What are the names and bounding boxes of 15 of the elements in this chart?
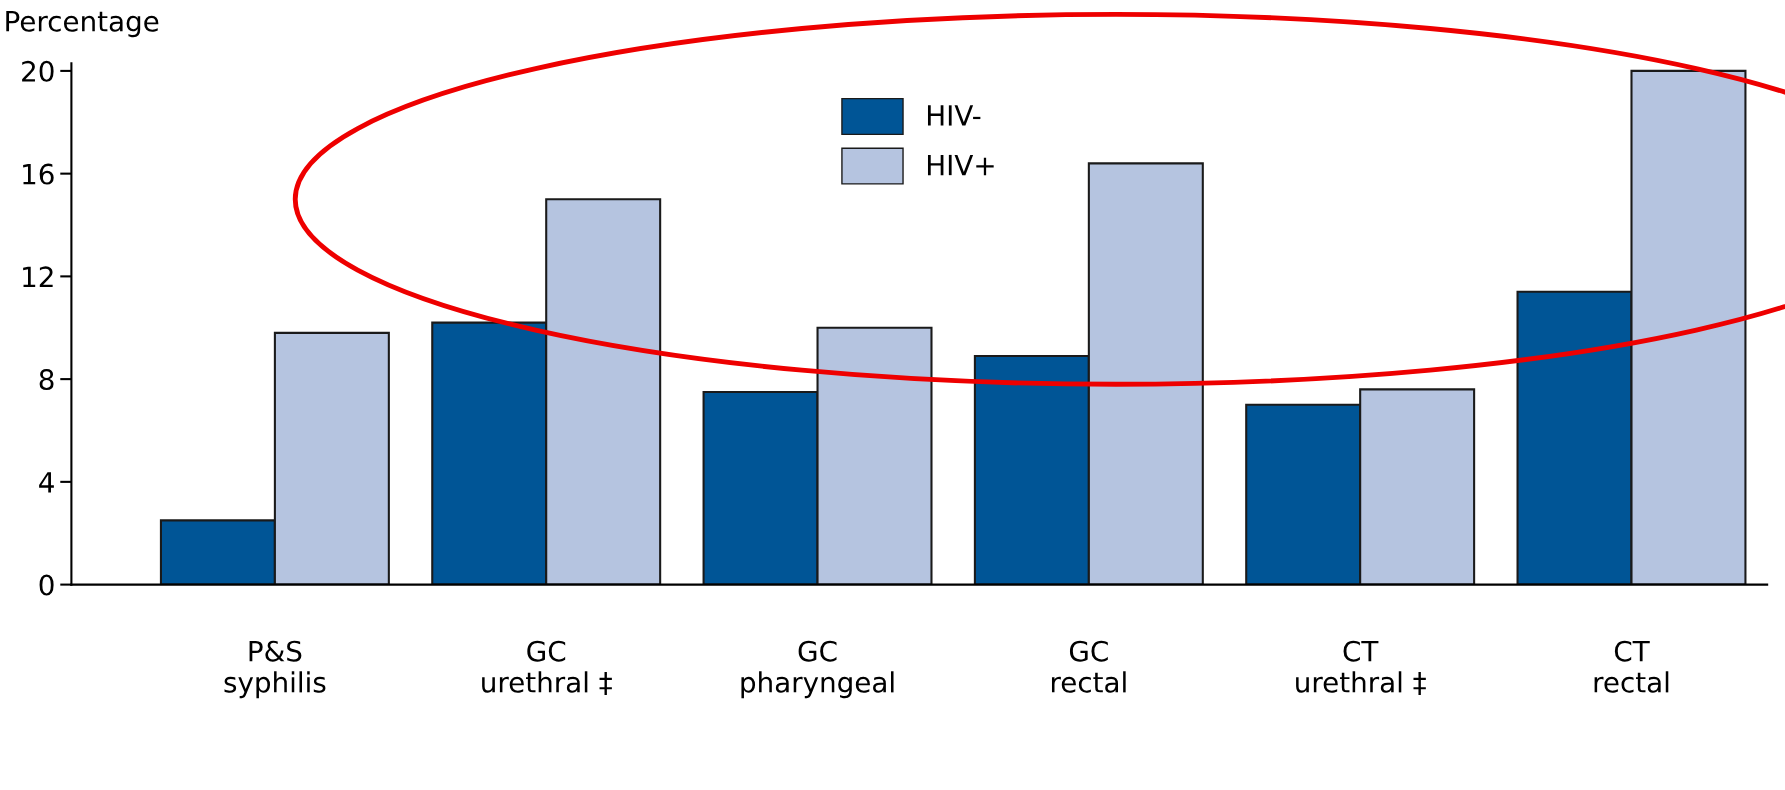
y-tick-label: 16	[23, 163, 54, 185]
y-tick-label: 8	[39, 369, 54, 391]
y-axis-title: Percentage	[6, 11, 159, 38]
y-tick-label: 12	[23, 266, 53, 287]
y-tick-label: 20	[22, 60, 54, 82]
x-tick-label: P&S syphilis	[224, 640, 326, 699]
y-tick-label: 4	[39, 472, 54, 493]
y-tick-label: 0	[39, 574, 54, 596]
legend-label: HIV+	[927, 154, 994, 176]
x-tick-label: CT urethral ‡	[1296, 640, 1426, 696]
x-tick-label: GC urethral ‡	[482, 640, 612, 696]
x-tick-label: CT rectal	[1594, 640, 1669, 693]
x-tick-label: GC pharyngeal	[741, 640, 894, 699]
legend-label: HIV-	[927, 105, 981, 126]
x-tick-label: GC rectal	[1051, 640, 1126, 693]
